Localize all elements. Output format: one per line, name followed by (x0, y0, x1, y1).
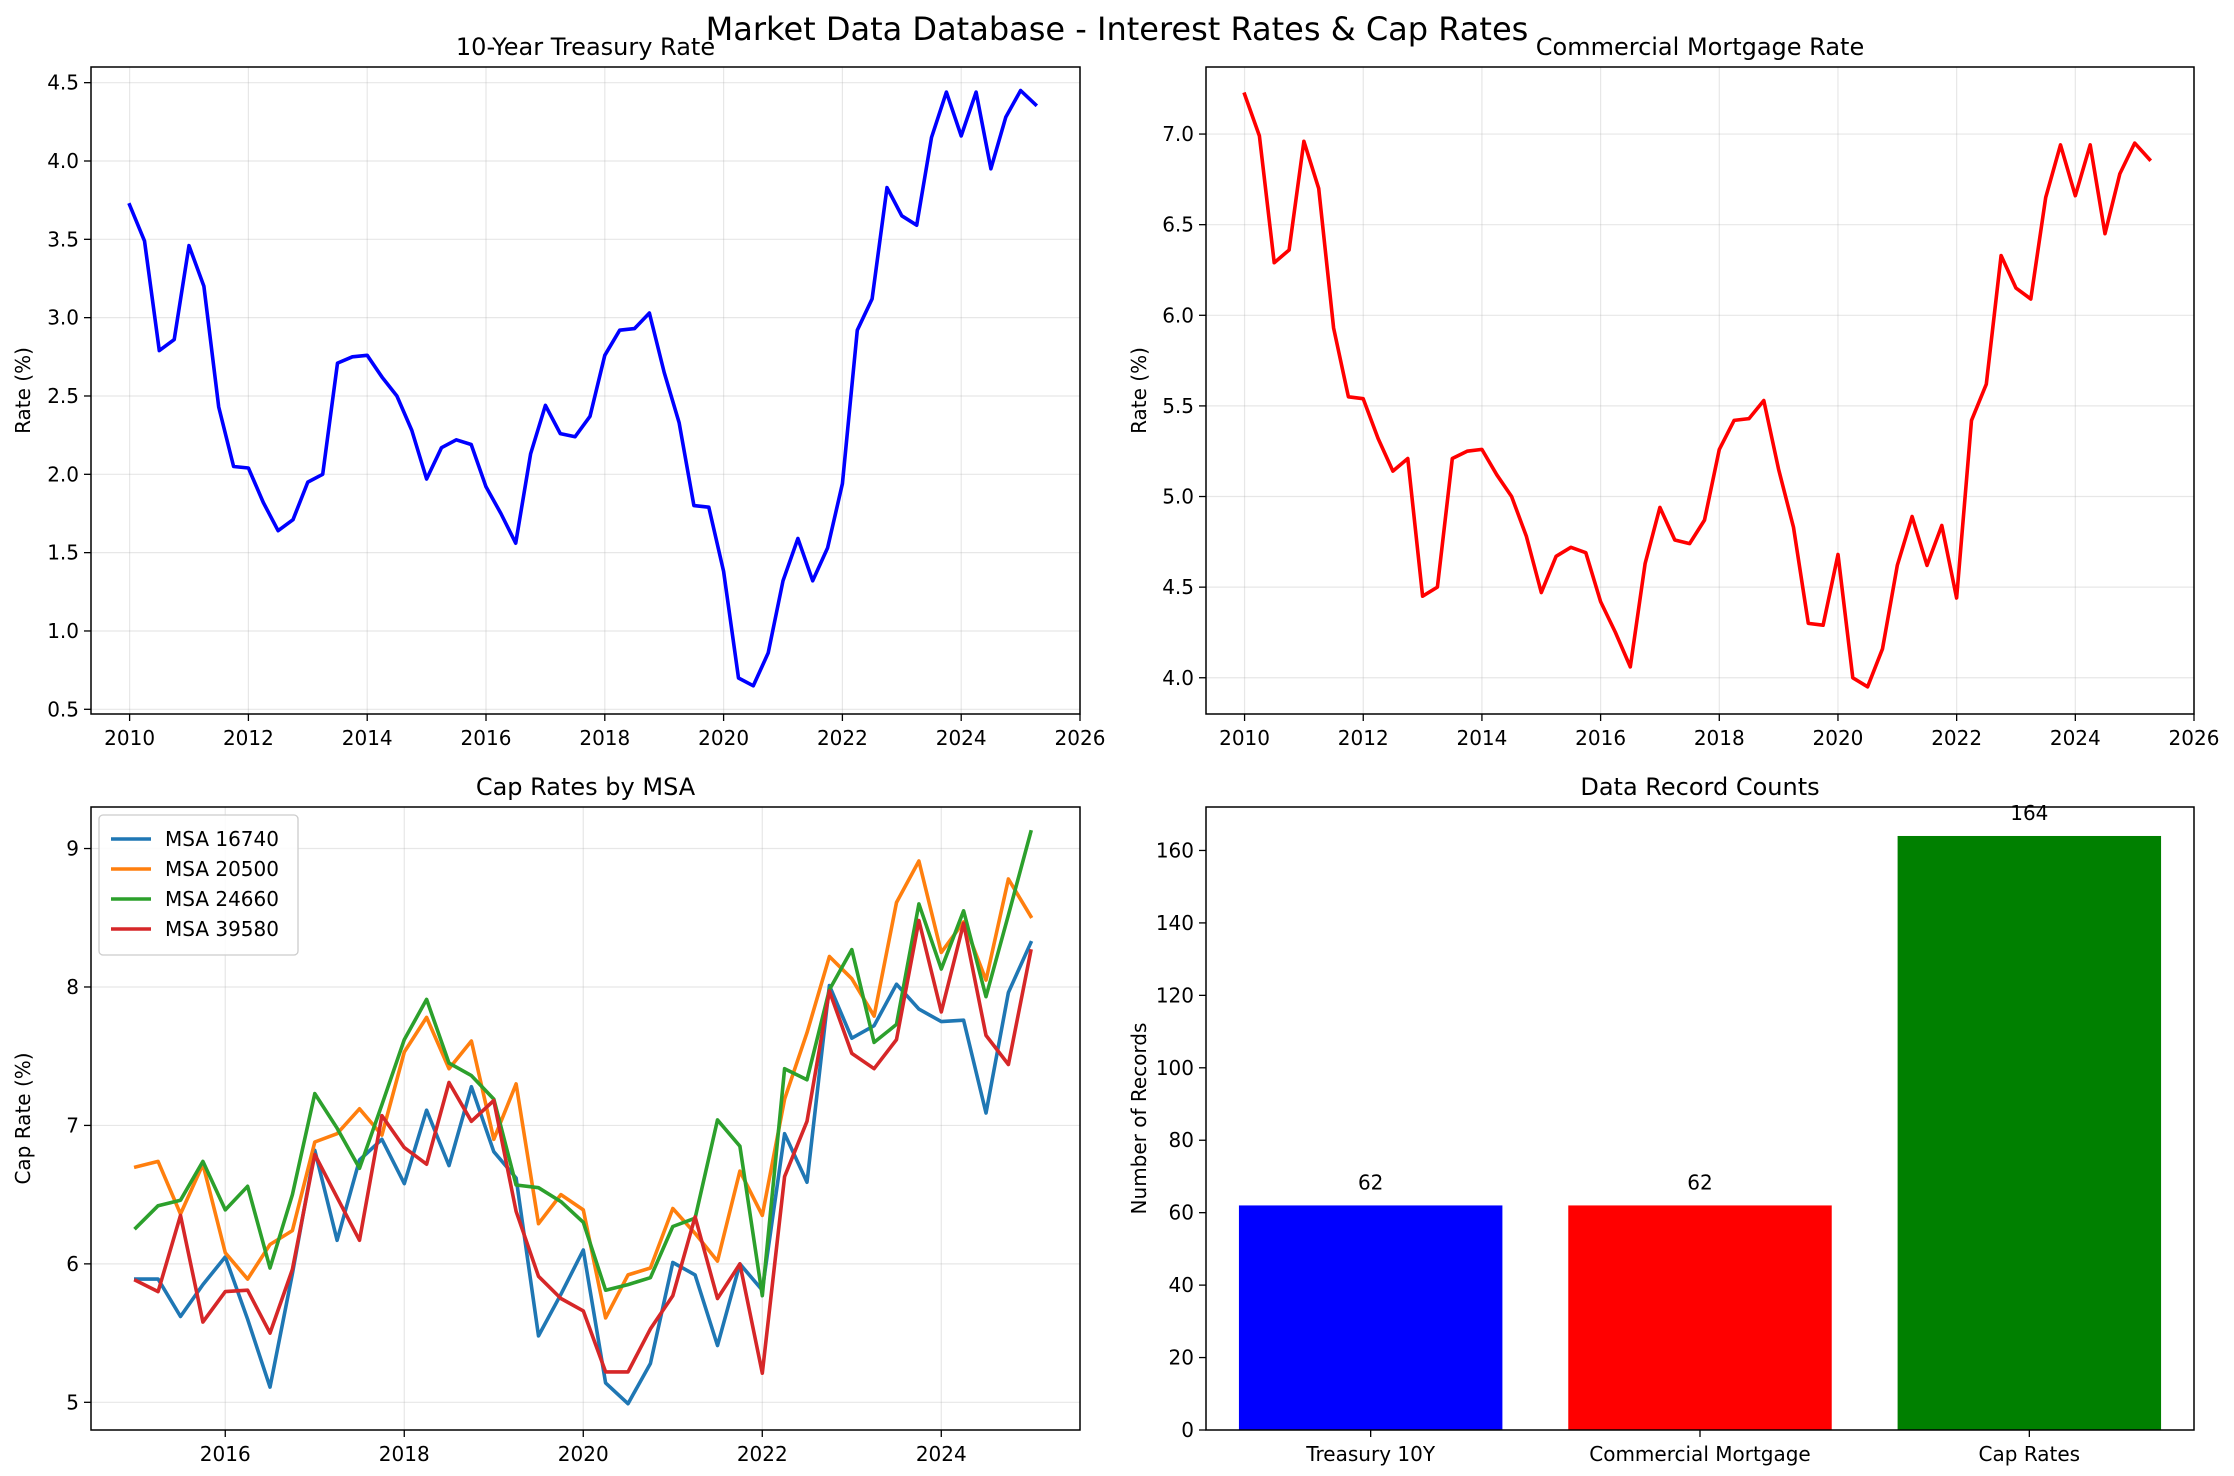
x-tick-label: 2022 (737, 1442, 788, 1466)
chart-title: Cap Rates by MSA (476, 773, 696, 801)
series-line-msa-24660 (133, 829, 1034, 1298)
legend-label: MSA 20500 (165, 857, 279, 881)
x-tick-label: 2020 (698, 726, 749, 750)
series-line-msa-39580 (133, 918, 1033, 1375)
y-tick-label: 4.5 (1162, 575, 1194, 599)
y-tick-label: 60 (1169, 1201, 1194, 1225)
y-tick-label: 3.0 (47, 306, 79, 330)
commercial-mortgage-chart: 2010 2012 2014 2016 2018 2020 2022 2024 2026 4.0 4… (1127, 33, 2219, 750)
y-tick-label: 2.5 (47, 384, 79, 408)
y-tick-label: 9 (66, 837, 79, 861)
x-tick-label: Commercial Mortgage (1589, 1442, 1810, 1466)
y-tick-label: 5 (66, 1390, 79, 1414)
y-axis-label: Rate (%) (11, 347, 35, 434)
x-tick-label: 2024 (916, 1442, 967, 1466)
x-tick-label: 2010 (1219, 726, 1270, 750)
x-tick-label: 2022 (1931, 726, 1982, 750)
bar-value-label: 62 (1358, 1170, 1383, 1194)
y-tick-label: 20 (1169, 1346, 1194, 1370)
axes-frame (90, 66, 1081, 715)
x-tick-label: 2016 (1575, 726, 1626, 750)
y-tick-label: 7.0 (1162, 122, 1194, 146)
y-axis-label: Number of Records (1127, 1023, 1151, 1215)
y-tick-label: 4.0 (1162, 666, 1194, 690)
x-tick-label: 2018 (1694, 726, 1745, 750)
x-tick-label: 2024 (936, 726, 987, 750)
legend-label: MSA 39580 (165, 917, 279, 941)
x-tick-label: 2024 (2050, 726, 2101, 750)
y-tick-label: 5.0 (1162, 485, 1194, 509)
bar-cap-rates (1897, 835, 2162, 1430)
y-tick-label: 80 (1169, 1128, 1194, 1152)
legend-label: MSA 16740 (165, 827, 279, 851)
y-tick-label: 40 (1169, 1273, 1194, 1297)
chart-title: Data Record Counts (1580, 773, 1819, 801)
x-tick-label: 2014 (1456, 726, 1507, 750)
axes-frame (90, 806, 1081, 1431)
y-tick-label: 160 (1156, 838, 1194, 862)
y-tick-label: 6 (66, 1252, 79, 1276)
record-counts-chart: 62 62 164 Treasury 10Y Commercial Mortgage Ca… (1127, 773, 2195, 1466)
figure-suptitle: Market Data Database - Interest Rates & … (706, 10, 1529, 48)
x-tick-label: 2022 (817, 726, 868, 750)
legend-box (98, 814, 299, 956)
y-tick-label: 6.0 (1162, 303, 1194, 327)
x-tick-label: 2020 (1813, 726, 1864, 750)
y-tick-label: 1.0 (47, 619, 79, 643)
legend-label: MSA 24660 (165, 887, 279, 911)
y-tick-label: 4.0 (47, 149, 79, 173)
series-line-msa-20500 (133, 859, 1034, 1320)
x-tick-label: 2012 (1338, 726, 1389, 750)
series-line (127, 88, 1039, 688)
series-line (1242, 91, 2153, 689)
bar-treasury-10y (1238, 1205, 1503, 1430)
x-tick-label: 2018 (379, 1442, 430, 1466)
y-axis-label: Rate (%) (1127, 347, 1151, 434)
y-tick-label: 8 (66, 975, 79, 999)
x-tick-label: Treasury 10Y (1305, 1442, 1436, 1466)
y-tick-label: 4.5 (47, 71, 79, 95)
x-tick-label: 2016 (461, 726, 512, 750)
axes-frame (1205, 66, 2195, 715)
treasury-rate-chart: 2010 2012 2014 2016 2018 2020 2022 2024 2026 0.5 1… (11, 33, 1105, 750)
y-tick-label: 7 (66, 1113, 79, 1137)
y-tick-label: 6.5 (1162, 213, 1194, 237)
x-tick-label: 2014 (342, 726, 393, 750)
bar-value-label: 62 (1687, 1170, 1712, 1194)
x-tick-label: 2016 (200, 1442, 251, 1466)
y-tick-label: 3.5 (47, 227, 79, 251)
y-tick-label: 100 (1156, 1056, 1194, 1080)
x-tick-label: 2012 (223, 726, 274, 750)
series-line-msa-16740 (134, 940, 1034, 1406)
chart-title: Commercial Mortgage Rate (1536, 33, 1864, 61)
cap-rates-chart: 2016 2018 2020 2022 2024 5 6 7 8 9 Cap Rates by MS… (11, 773, 1081, 1466)
legend: MSA 16740 MSA 20500 MSA 24660 MSA 39580 (98, 814, 299, 956)
x-tick-label: Cap Rates (1979, 1442, 2081, 1466)
x-tick-label: 2026 (2169, 726, 2220, 750)
x-tick-label: 2018 (579, 726, 630, 750)
y-tick-label: 2.0 (47, 462, 79, 486)
y-tick-label: 5.5 (1162, 394, 1194, 418)
y-tick-label: 1.5 (47, 541, 79, 565)
chart-title: 10-Year Treasury Rate (456, 33, 715, 61)
bar-value-label: 164 (2010, 801, 2048, 825)
y-tick-label: 120 (1156, 983, 1194, 1007)
y-tick-label: 0.5 (47, 697, 79, 721)
y-tick-label: 140 (1156, 911, 1194, 935)
x-tick-label: 2026 (1055, 726, 1106, 750)
y-axis-label: Cap Rate (%) (11, 1052, 35, 1184)
x-tick-label: 2020 (558, 1442, 609, 1466)
x-tick-label: 2010 (104, 726, 155, 750)
y-tick-label: 0 (1181, 1418, 1194, 1442)
bar-commercial-mortgage (1568, 1205, 1832, 1430)
